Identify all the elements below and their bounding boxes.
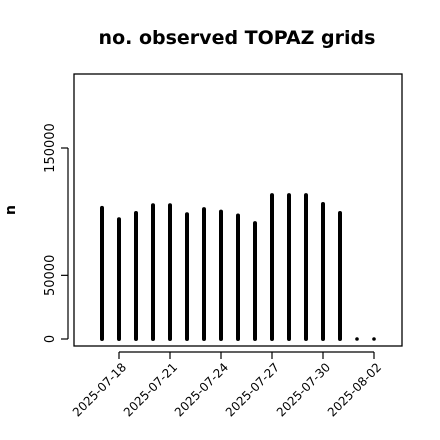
y-tick-label: 50000 bbox=[43, 255, 58, 296]
x-tick-label: 2025-08-02 bbox=[325, 360, 384, 419]
x-tick-label: 2025-07-18 bbox=[70, 360, 129, 419]
y-axis: 0 50000 150000 bbox=[43, 123, 69, 343]
bar-zero-point bbox=[355, 337, 359, 341]
x-tick-label: 2025-07-30 bbox=[274, 360, 333, 419]
x-axis: 2025-07-182025-07-212025-07-242025-07-27… bbox=[70, 351, 384, 419]
x-tick-label: 2025-07-21 bbox=[121, 360, 180, 419]
plot-frame bbox=[73, 73, 403, 347]
y-tick-label: 0 bbox=[43, 335, 58, 343]
chart-title: no. observed TOPAZ grids bbox=[99, 27, 376, 49]
bar-zero-point bbox=[372, 337, 376, 341]
x-tick-label: 2025-07-24 bbox=[172, 360, 231, 419]
y-tick-label: 150000 bbox=[43, 123, 58, 173]
bars bbox=[100, 193, 376, 341]
x-tick-label: 2025-07-27 bbox=[223, 360, 282, 419]
y-axis-label: n bbox=[3, 205, 19, 215]
